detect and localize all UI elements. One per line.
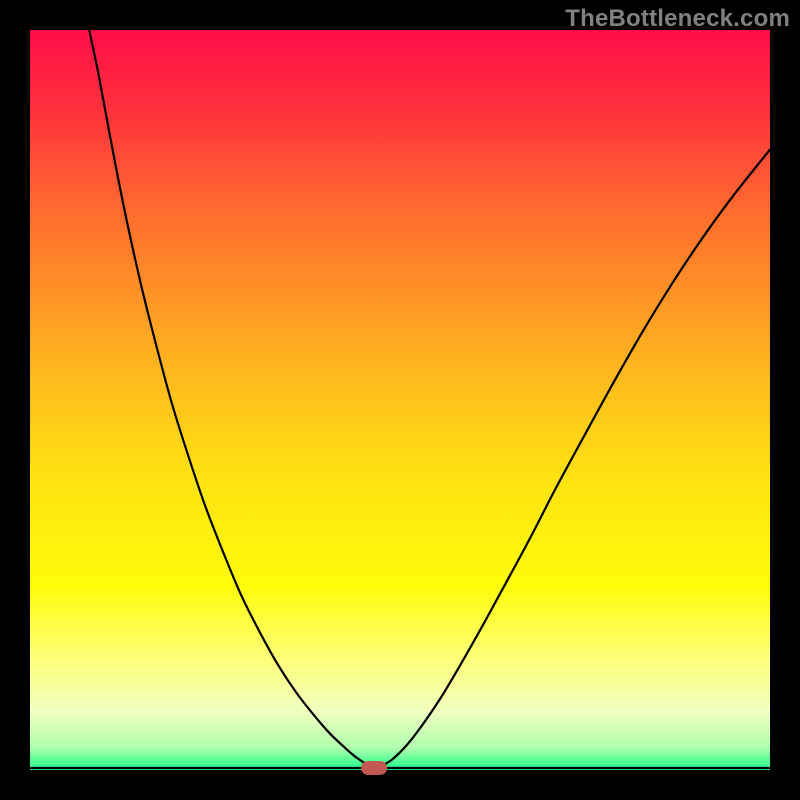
chart-canvas: TheBottleneck.com: [0, 0, 800, 800]
bottleneck-chart: [0, 0, 800, 800]
watermark-text: TheBottleneck.com: [565, 5, 790, 33]
